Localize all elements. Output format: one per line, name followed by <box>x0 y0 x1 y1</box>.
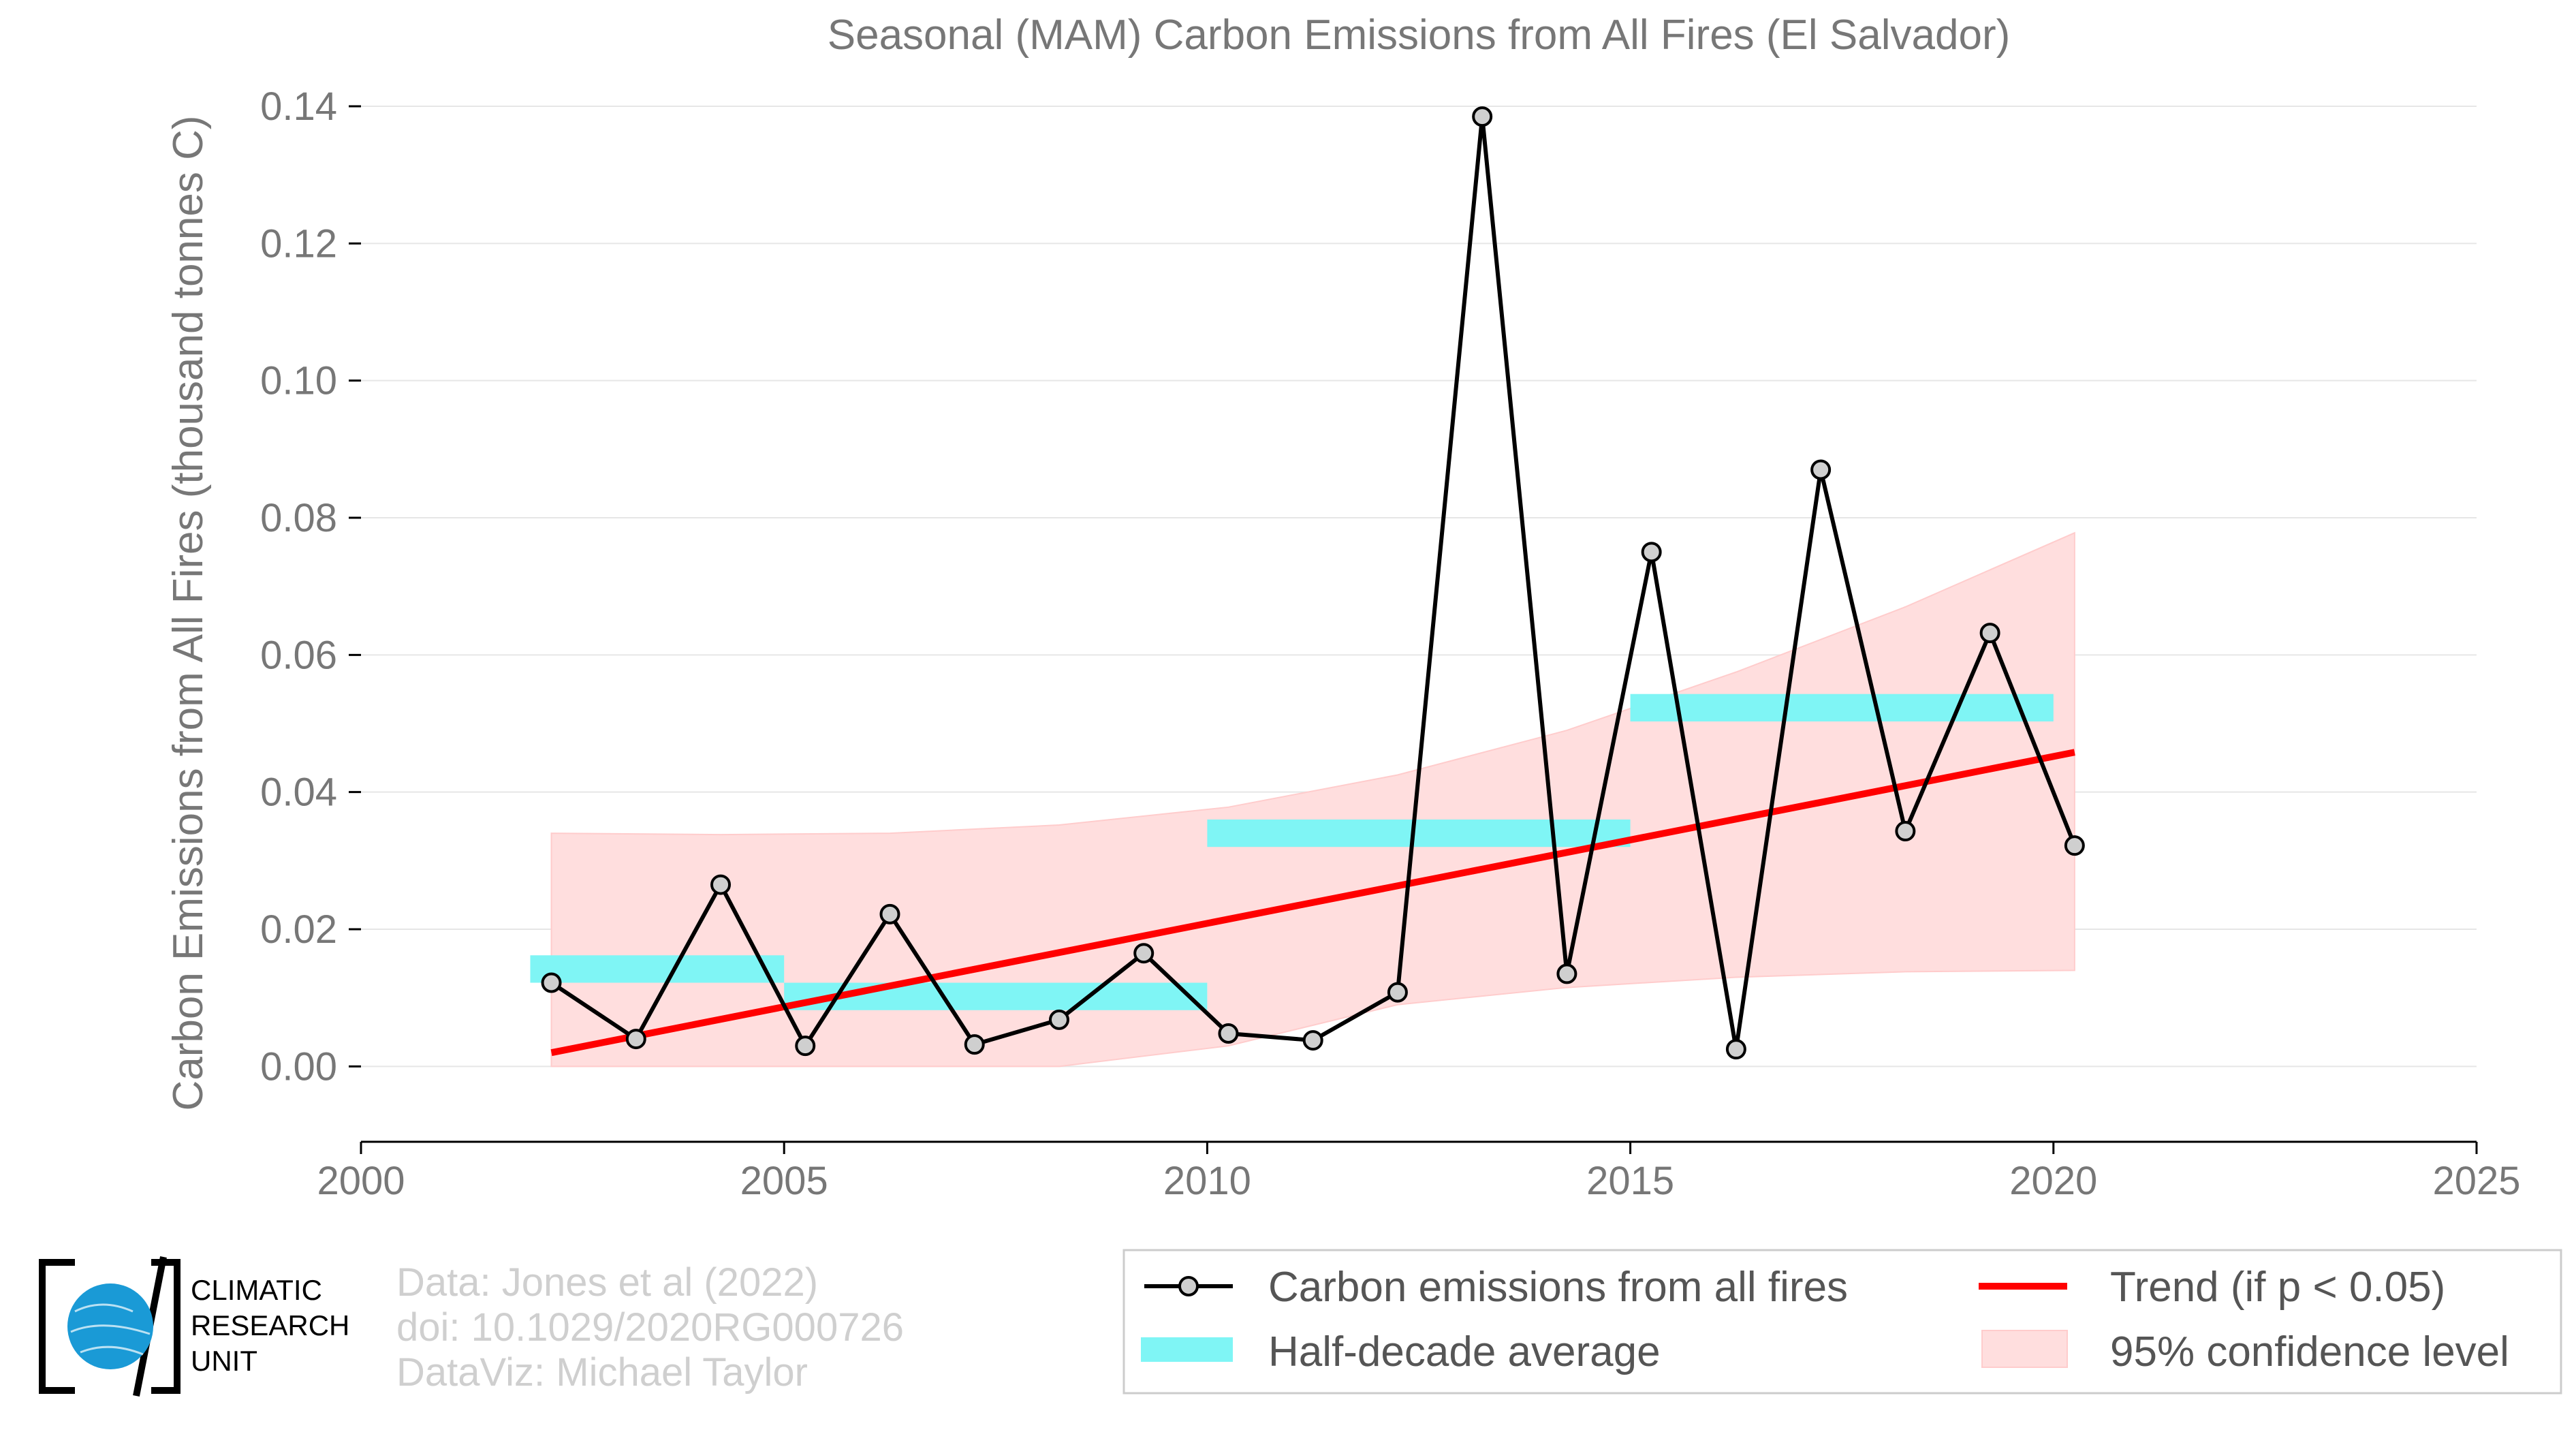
x-tick-label: 2010 <box>1163 1159 1251 1203</box>
trend-line <box>550 749 2075 1057</box>
x-tick-label: 2005 <box>740 1159 828 1203</box>
emissions-point <box>1725 1039 1746 1060</box>
emissions-point <box>964 1034 985 1055</box>
emissions-point <box>1472 106 1493 127</box>
legend: Carbon emissions from all fires Trend (i… <box>1122 1249 2562 1395</box>
y-tick-label: 0.08 <box>260 496 337 540</box>
y-tick-label: 0.14 <box>260 84 337 129</box>
emissions-point <box>625 1029 646 1050</box>
emissions-point <box>1895 821 1916 842</box>
logo-text-research: RESEARCH <box>191 1309 349 1341</box>
y-tick-label: 0.02 <box>260 907 337 952</box>
emissions-point <box>1810 459 1832 480</box>
emissions-point <box>1556 963 1577 984</box>
trend-line-group <box>550 749 2075 1057</box>
legend-marker-emissions <box>1178 1276 1199 1296</box>
confidence-area <box>550 531 2075 1068</box>
emissions-point <box>1641 542 1662 563</box>
emissions-point <box>1979 623 2000 644</box>
globe-lines-icon <box>70 1303 151 1356</box>
y-tick-label: 0.12 <box>260 221 337 266</box>
half-decade-bar <box>530 955 785 983</box>
x-tick-label: 2000 <box>317 1159 405 1203</box>
y-tick-label: 0.10 <box>260 359 337 403</box>
chart-title: Seasonal (MAM) Carbon Emissions from All… <box>828 12 2011 59</box>
legend-swatch-confidence <box>1981 1330 2068 1368</box>
x-tick-label: 2020 <box>2009 1159 2097 1203</box>
y-tick-label: 0.06 <box>260 633 337 677</box>
emissions-series <box>541 106 2085 1060</box>
emissions-point <box>1302 1030 1323 1051</box>
emissions-point <box>795 1036 816 1057</box>
emissions-point <box>879 903 900 924</box>
half-decade-bar <box>1207 819 1631 847</box>
credit-dataviz: DataViz: Michael Taylor <box>396 1350 808 1395</box>
legend-label-confidence: 95% confidence level <box>2110 1328 2509 1375</box>
legend-label-half-decade: Half-decade average <box>1268 1328 1661 1375</box>
y-tick-label: 0.00 <box>260 1044 337 1089</box>
emissions-point <box>2064 835 2085 856</box>
emissions-point <box>1218 1023 1239 1044</box>
half-decade-bar <box>1630 694 2054 721</box>
credit-doi: doi: 10.1029/2020RG000726 <box>396 1305 904 1350</box>
emissions-point <box>1387 982 1408 1003</box>
legend-label-trend: Trend (if p < 0.05) <box>2110 1264 2445 1311</box>
x-tick-label: 2025 <box>2432 1159 2520 1203</box>
legend-swatch-half-decade <box>1141 1337 1233 1362</box>
x-tick-label: 2015 <box>1586 1159 1674 1203</box>
cru-logo: CLIMATIC RESEARCH UNIT <box>39 1256 349 1397</box>
emissions-point <box>1048 1009 1069 1030</box>
half-decade-bar <box>784 982 1208 1010</box>
y-tick-label: 0.04 <box>260 771 337 815</box>
x-axis-ticks: 2000 2005 2010 2015 2020 2025 <box>317 1142 2521 1203</box>
y-axis-ticks: 0.00 0.02 0.04 0.06 0.08 0.10 0.12 0.14 <box>260 84 361 1089</box>
logo-text-unit: UNIT <box>191 1345 257 1377</box>
emissions-point <box>541 972 562 993</box>
confidence-band <box>550 531 2075 1068</box>
credit-data-source: Data: Jones et al (2022) <box>396 1260 818 1305</box>
half-decade-bars <box>530 694 2054 1010</box>
emissions-point <box>710 874 732 895</box>
logo-text-climatic: CLIMATIC <box>191 1274 322 1306</box>
emissions-point <box>1133 943 1155 964</box>
legend-box <box>1122 1249 2562 1395</box>
y-axis-label: Carbon Emissions from All Fires (thousan… <box>165 115 212 1110</box>
legend-label-emissions: Carbon emissions from all fires <box>1268 1264 1848 1311</box>
